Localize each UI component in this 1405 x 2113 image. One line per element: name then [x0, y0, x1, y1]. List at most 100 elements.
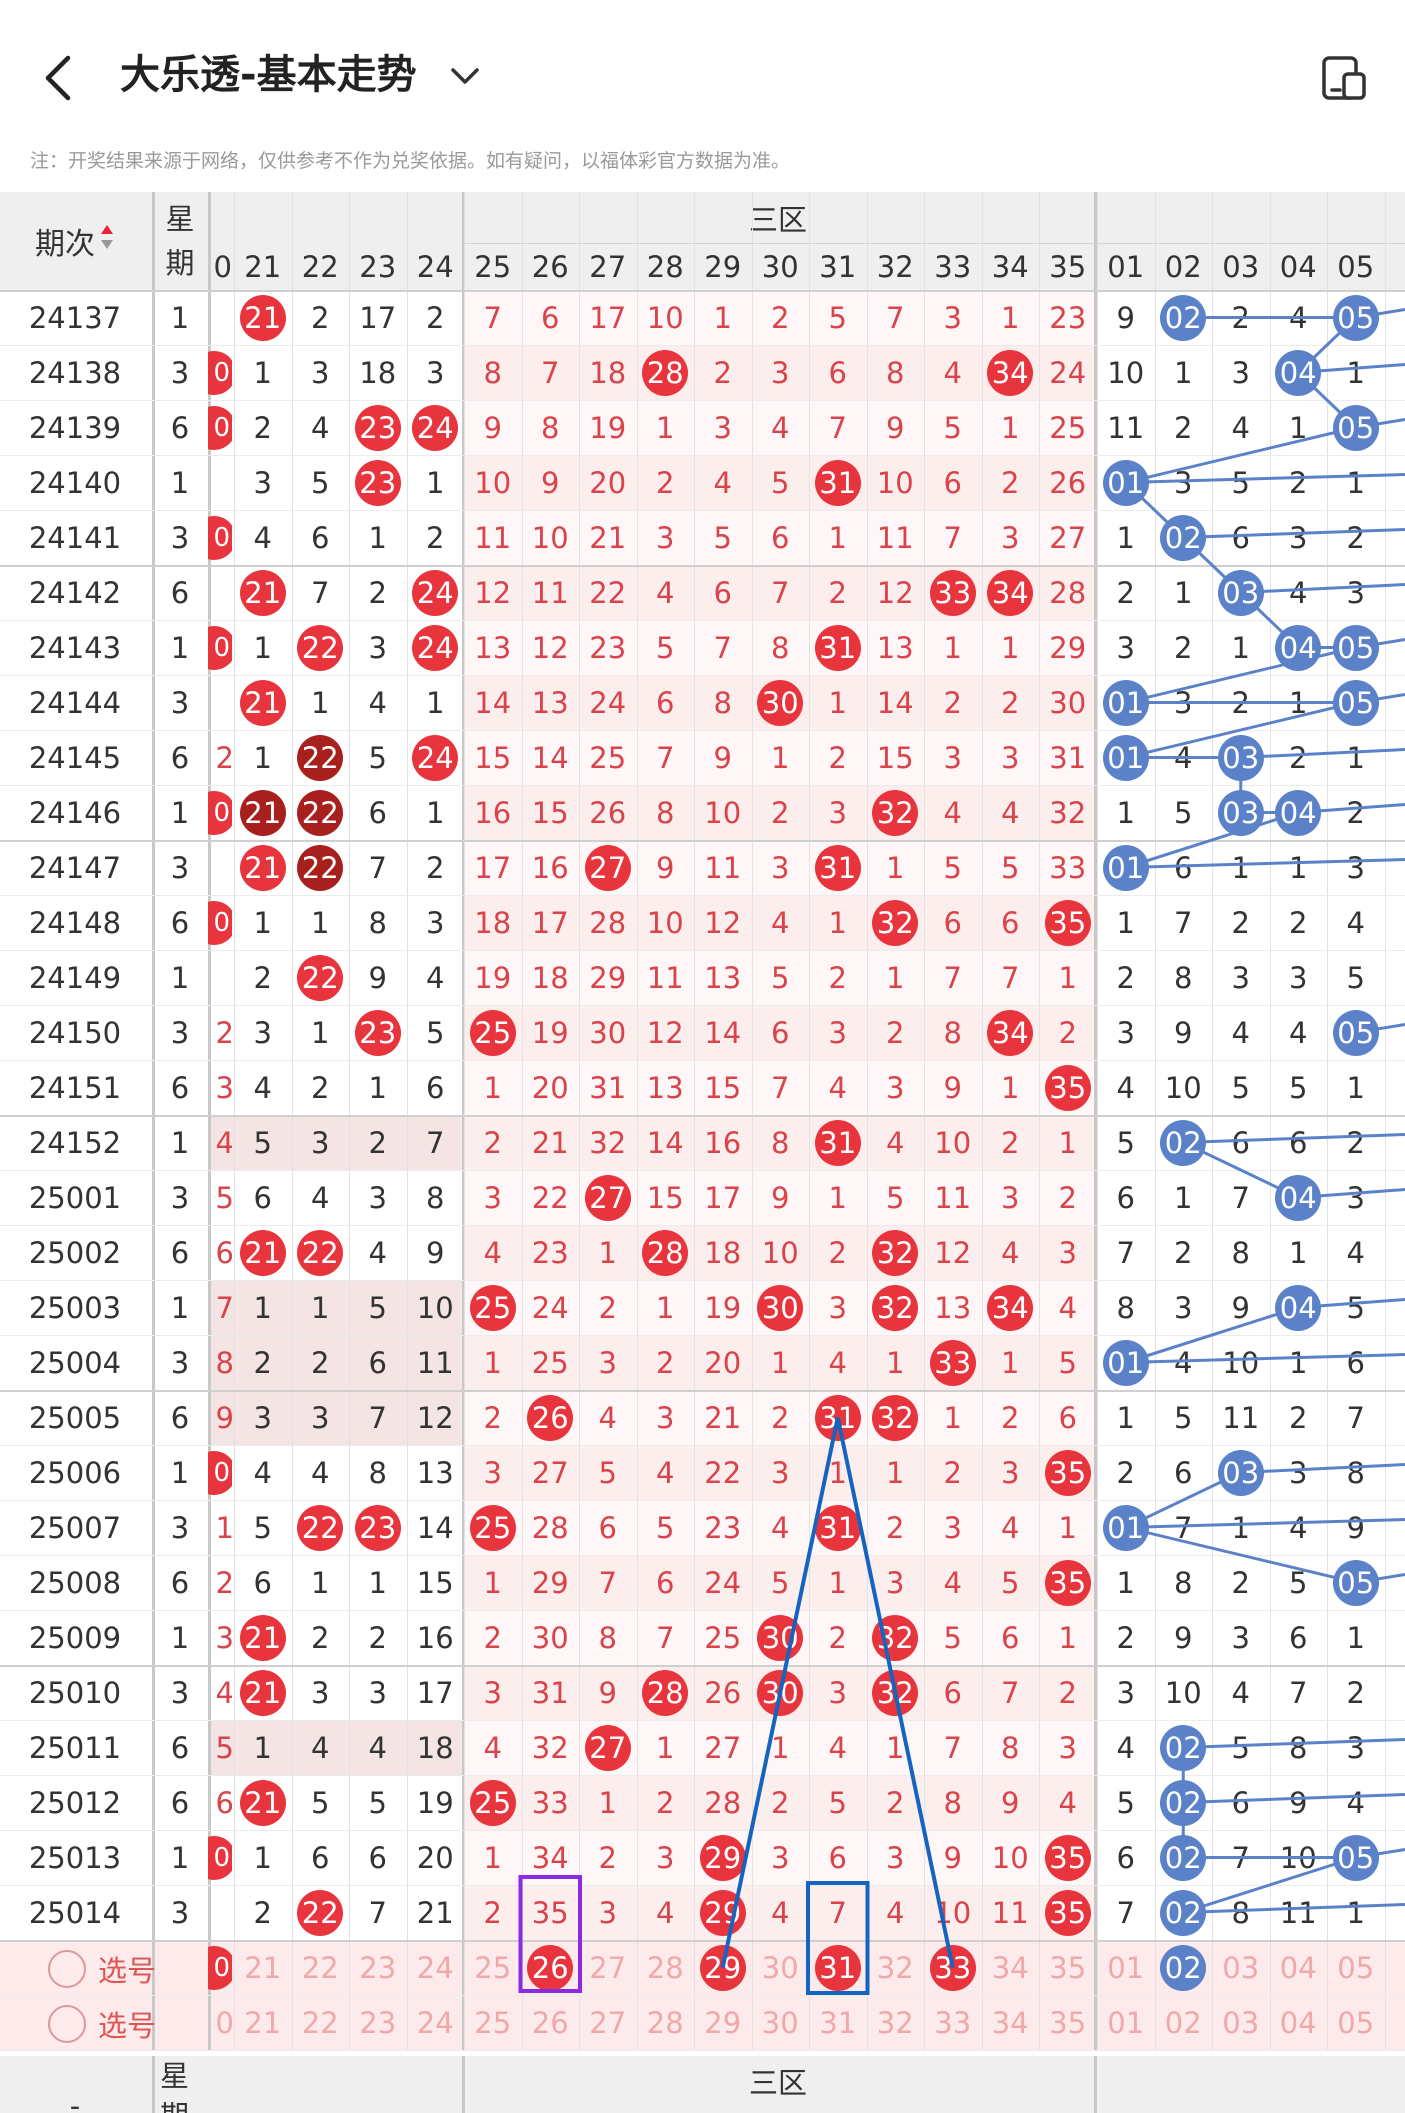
- back-miss-count: 3: [1231, 1620, 1250, 1655]
- pick-radio[interactable]: [48, 1950, 86, 1988]
- pick-label[interactable]: 选号: [98, 2009, 157, 2043]
- number-cell: 13: [637, 1060, 695, 1115]
- number-cell: 8: [407, 1170, 465, 1225]
- period-cell: 25002: [28, 1235, 122, 1270]
- pick-back-cell[interactable]: 04: [1270, 1995, 1328, 2050]
- pick-number-cell[interactable]: 30: [752, 1940, 810, 1995]
- grid-line: [462, 243, 1405, 244]
- pick-number-cell[interactable]: 29: [694, 1995, 752, 2050]
- pick-number-cell[interactable]: 28: [637, 1995, 695, 2050]
- pick-number-cell[interactable]: 27: [579, 1940, 637, 1995]
- number-cell: 27: [694, 1720, 752, 1775]
- pick-number-cell[interactable]: 32: [867, 1940, 925, 1995]
- period-header[interactable]: 期次: [0, 192, 150, 290]
- selected-number-ball[interactable]: 31: [814, 1944, 861, 1991]
- pick-number-cell[interactable]: 26: [522, 1995, 580, 2050]
- selected-number-ball[interactable]: 33: [929, 1944, 976, 1991]
- miss-count: 7: [426, 1125, 445, 1160]
- number-cell: 4: [292, 400, 350, 455]
- number-cell: 31: [809, 455, 867, 510]
- selected-back-ball[interactable]: 02: [1160, 1944, 1207, 1991]
- pick-number-cell[interactable]: 25: [464, 1995, 522, 2050]
- pick-number-cell[interactable]: 23: [349, 1995, 407, 2050]
- miss-count: 16: [704, 1125, 742, 1160]
- grid-line: [152, 2056, 155, 2113]
- pick-back-cell[interactable]: 03: [1212, 1995, 1270, 2050]
- back-miss-count: 11: [1222, 1400, 1260, 1435]
- pick-number-cell[interactable]: 21: [234, 1995, 292, 2050]
- title-dropdown-button[interactable]: [445, 58, 485, 94]
- back-number-cell: 8: [1212, 1885, 1270, 1940]
- pick-back-cell[interactable]: 03: [1212, 1940, 1270, 1995]
- pick-label[interactable]: 选号: [98, 1954, 157, 1988]
- pick-back-cell[interactable]: 05: [1327, 1995, 1385, 2050]
- back-number-cell: 1: [1327, 1610, 1385, 1665]
- number-cell: 13: [407, 1445, 465, 1500]
- miss-count: 15: [704, 1070, 742, 1105]
- number-cell: 3: [752, 840, 810, 895]
- pick-number-cell[interactable]: 24: [407, 1940, 465, 1995]
- grid-line: [0, 345, 1405, 346]
- pick-number-cell[interactable]: 25: [464, 1940, 522, 1995]
- miss-count: 3: [311, 1125, 330, 1160]
- back-miss-count: 3: [1174, 465, 1193, 500]
- pick-number-cell[interactable]: 24: [407, 1995, 465, 2050]
- pick-number-cell[interactable]: 21: [234, 1940, 292, 1995]
- week-cell: 1: [170, 1840, 190, 1875]
- pick-number-cell[interactable]: 22: [292, 1940, 350, 1995]
- pick-number-cell[interactable]: 27: [579, 1995, 637, 2050]
- number-cell: 1: [464, 1830, 522, 1885]
- number-cell: 22: [292, 840, 350, 895]
- pick-number-cell[interactable]: 22: [292, 1995, 350, 2050]
- back-miss-count: 2: [1346, 795, 1365, 830]
- week-cell: 6: [170, 1565, 190, 1600]
- pick-number-cell[interactable]: 30: [752, 1995, 810, 2050]
- number-cell: 2: [349, 1610, 407, 1665]
- pick-number-cell[interactable]: 33: [924, 1940, 982, 1995]
- pick-number-cell[interactable]: 33: [924, 1995, 982, 2050]
- pick-number-cell[interactable]: 35: [1039, 1995, 1097, 2050]
- grid-line: [349, 192, 350, 2050]
- selected-number-ball[interactable]: 29: [699, 1944, 746, 1991]
- pick-number-cell[interactable]: 29: [694, 1940, 752, 1995]
- layout-toggle-button[interactable]: [1318, 52, 1370, 104]
- pick-back-cell[interactable]: 01: [1097, 1995, 1155, 2050]
- drawn-number-ball: 33: [929, 569, 976, 616]
- partial-cell: 6: [208, 1225, 232, 1280]
- pick-number-cell[interactable]: 32: [867, 1995, 925, 2050]
- back-number-cell: 4: [1097, 1720, 1155, 1775]
- pick-number-cell[interactable]: 34: [982, 1995, 1040, 2050]
- pick-back-cell[interactable]: 02: [1155, 1940, 1213, 1995]
- number-cell: 2: [464, 1115, 522, 1170]
- pick-number-cell[interactable]: 28: [637, 1940, 695, 1995]
- miss-count: 5: [656, 1510, 675, 1545]
- back-miss-count: 2: [1346, 1675, 1365, 1710]
- pick-back-cell[interactable]: 01: [1097, 1940, 1155, 1995]
- pick-number-cell[interactable]: 31: [809, 1940, 867, 1995]
- miss-count: 2: [426, 850, 445, 885]
- pick-number-cell[interactable]: 23: [349, 1940, 407, 1995]
- number-cell: 1: [752, 730, 810, 785]
- drawn-number-ball: 21: [239, 844, 286, 891]
- number-cell: 3: [464, 1665, 522, 1720]
- back-button[interactable]: [38, 48, 86, 108]
- page-title[interactable]: 大乐透-基本走势: [120, 52, 417, 98]
- pick-back-cell[interactable]: 04: [1270, 1940, 1328, 1995]
- miss-count: 6: [771, 1015, 790, 1050]
- selected-number-ball[interactable]: 26: [527, 1944, 574, 1991]
- pick-number-cell[interactable]: 35: [1039, 1940, 1097, 1995]
- period-cell: 24145: [28, 740, 122, 775]
- pick-radio[interactable]: [48, 2005, 86, 2043]
- period-cell: 24141: [28, 520, 122, 555]
- pick-back-cell[interactable]: 05: [1327, 1940, 1385, 1995]
- pick-number-cell[interactable]: 34: [982, 1940, 1040, 1995]
- miss-count: 2: [483, 1400, 502, 1435]
- grid-line: [0, 1720, 1405, 1721]
- pick-number-cell[interactable]: 31: [809, 1995, 867, 2050]
- pick-back-cell[interactable]: 02: [1155, 1995, 1213, 2050]
- number-cell: 27: [522, 1445, 580, 1500]
- pick-number-cell[interactable]: 26: [522, 1940, 580, 1995]
- drawn-number-ball: 22: [297, 789, 344, 836]
- number-cell: 4: [867, 1115, 925, 1170]
- number-cell: 6: [924, 895, 982, 950]
